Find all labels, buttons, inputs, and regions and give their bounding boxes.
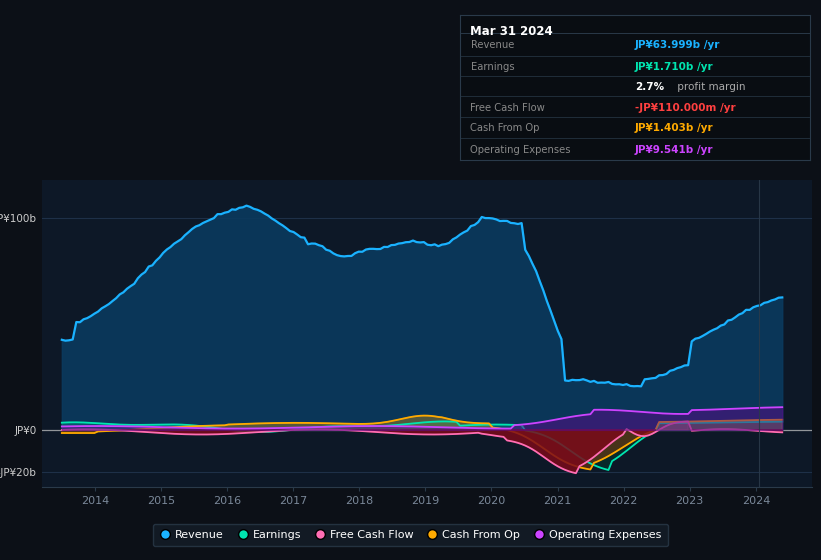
Legend: Revenue, Earnings, Free Cash Flow, Cash From Op, Operating Expenses: Revenue, Earnings, Free Cash Flow, Cash … — [154, 524, 667, 546]
Text: Earnings: Earnings — [470, 62, 514, 72]
Text: -JP¥110.000m /yr: -JP¥110.000m /yr — [635, 103, 736, 113]
Text: JP¥9.541b /yr: JP¥9.541b /yr — [635, 145, 713, 155]
Text: Operating Expenses: Operating Expenses — [470, 145, 571, 155]
Text: JP¥1.710b /yr: JP¥1.710b /yr — [635, 62, 713, 72]
Text: Free Cash Flow: Free Cash Flow — [470, 103, 545, 113]
Text: Mar 31 2024: Mar 31 2024 — [470, 25, 553, 38]
Text: JP¥63.999b /yr: JP¥63.999b /yr — [635, 40, 720, 50]
Text: 2.7%: 2.7% — [635, 82, 664, 92]
Text: profit margin: profit margin — [673, 82, 745, 92]
Text: Revenue: Revenue — [470, 40, 514, 50]
Text: JP¥1.403b /yr: JP¥1.403b /yr — [635, 123, 713, 133]
Text: Cash From Op: Cash From Op — [470, 123, 540, 133]
